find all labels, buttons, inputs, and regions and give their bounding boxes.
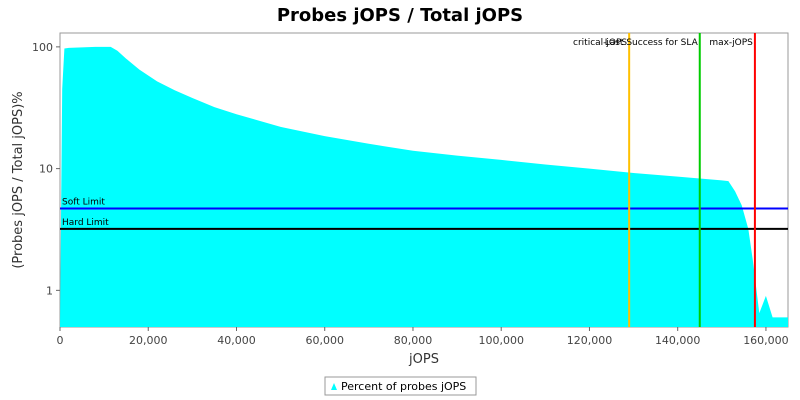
x-tick-label: 0 (57, 334, 64, 347)
x-tick-label: 100,000 (478, 334, 524, 347)
x-tick-label: 160,000 (743, 334, 789, 347)
y-tick-label: 100 (32, 41, 53, 54)
axes: 0 20,000 40,000 60,000 80,000 100,000 120,000 1… (32, 41, 789, 347)
series-area-0 (60, 46, 788, 328)
x-tick-label: 120,000 (567, 334, 613, 347)
x-tick-label: 80,000 (394, 334, 433, 347)
marker-line-label-0: critical-jOPS (573, 38, 627, 48)
marker-line-label-1: Last Success for SLA (605, 38, 699, 48)
y-axis-label: (Probes jOPS / Total jOPS)% (11, 91, 26, 268)
legend-box (324, 376, 477, 396)
x-tick-label: 40,000 (217, 334, 256, 347)
x-tick-label: 140,000 (655, 334, 701, 347)
y-tick-label: 10 (39, 163, 53, 176)
limit-line-label-1: Hard Limit (62, 218, 109, 228)
chart-title: Probes jOPS / Total jOPS (277, 5, 523, 26)
legend-entry: Percent of probes jOPS (341, 380, 466, 393)
legend: Percent of probes jOPS (324, 376, 477, 396)
x-tick-label: 60,000 (305, 334, 344, 347)
x-axis-label: jOPS (408, 352, 439, 367)
marker-line-label-2: max-jOPS (709, 38, 753, 48)
limit-line-label-0: Soft Limit (62, 198, 105, 208)
y-tick-label: 1 (46, 284, 53, 297)
legend-swatch (331, 383, 337, 390)
x-tick-label: 20,000 (129, 334, 168, 347)
